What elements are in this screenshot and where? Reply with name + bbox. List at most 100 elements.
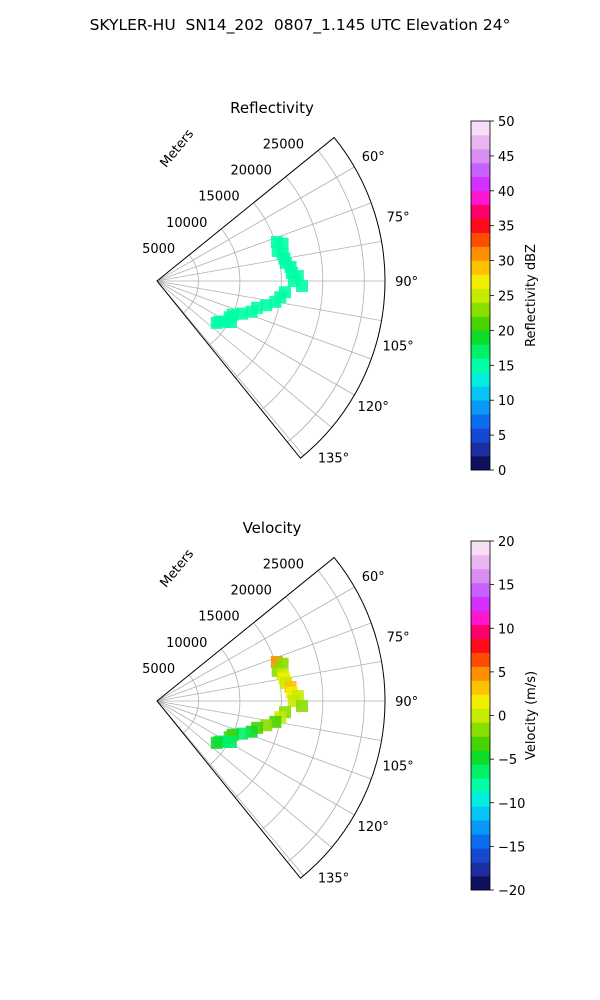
colorbar-segment (471, 736, 490, 751)
sector-outline (156, 556, 386, 879)
colorbar-segment (471, 764, 490, 779)
radial-tick-label: 5000 (142, 242, 175, 257)
colorbar-segment (471, 386, 490, 401)
data-cell (260, 719, 273, 732)
angular-grid-line (156, 280, 355, 396)
colorbar-segment (471, 400, 490, 415)
colorbar-segment (471, 708, 490, 723)
angular-grid-line (156, 700, 355, 816)
radial-grid-arc (287, 150, 365, 443)
colorbar-segment (471, 680, 490, 695)
colorbar-tick-label: −20 (498, 884, 525, 899)
radial-tick-label: 5000 (142, 662, 175, 677)
colorbar-tick-label: 5 (498, 429, 506, 444)
colorbar-tick-label: 15 (498, 579, 515, 594)
colorbar-segment (471, 568, 490, 584)
angle-tick-label: 135° (318, 872, 349, 887)
angular-grid-line (156, 280, 332, 428)
data-cell (236, 727, 249, 740)
colorbar-segment (471, 302, 490, 317)
radial-tick-label: 10000 (166, 216, 207, 231)
angle-tick-label: 105° (382, 760, 413, 775)
colorbar-segment (471, 694, 490, 709)
colorbar-tick-label: 45 (498, 150, 515, 165)
colorbar-segment (471, 232, 490, 247)
reflectivity-panel: Reflectivity 5000 10000 15000 20000 25000 Mete… (142, 99, 539, 479)
radial-tick-label: 20000 (231, 584, 272, 599)
colorbar-segment (471, 162, 490, 178)
colorbar-tick-label: 15 (498, 359, 515, 374)
radial-tick-label: 25000 (263, 138, 304, 153)
figure-title: SKYLER-HU SN14_202 0807_1.145 UTC Elevat… (89, 16, 511, 34)
colorbar-segment (471, 666, 490, 681)
data-cell (210, 316, 223, 329)
colorbar-segment (471, 624, 490, 640)
angle-tick-label: 75° (387, 210, 410, 225)
colorbar-tick-label: 35 (498, 220, 515, 235)
data-cell (245, 305, 258, 318)
colorbar-segment (471, 344, 490, 359)
colorbar-segment (471, 456, 490, 471)
colorbar-label: Velocity (m/s) (524, 671, 539, 760)
radial-grid-arc (261, 176, 324, 411)
colorbar-segment (471, 204, 490, 220)
colorbar-segment (471, 806, 490, 821)
radial-grid-arc (208, 648, 241, 766)
colorbar-segment (471, 190, 490, 206)
colorbar-segment (471, 134, 490, 150)
radial-axis-label: Meters (157, 547, 197, 591)
colorbar-segment (471, 260, 490, 275)
radial-grid-arc (182, 674, 199, 734)
colorbar-tick-label: 25 (498, 290, 515, 305)
radial-tick-label: 20000 (231, 164, 272, 179)
colorbar-segment (471, 372, 490, 387)
radial-grid-arc (235, 202, 282, 378)
colorbar-segment (471, 820, 490, 835)
colorbar-segment (471, 722, 490, 737)
colorbar-segment (471, 596, 490, 612)
data-cell (210, 736, 223, 749)
colorbar-segment (471, 792, 490, 807)
angular-grid-line (156, 280, 304, 456)
radial-grid-arc (235, 622, 282, 798)
angular-grid-line (156, 166, 355, 282)
panel-title: Reflectivity (230, 99, 314, 117)
colorbar-segment (471, 246, 490, 261)
angular-grid-line (156, 622, 372, 702)
angular-grid-line (156, 700, 332, 848)
colorbar-segment (471, 848, 490, 863)
angular-grid-line (156, 280, 372, 360)
colorbar-segment (471, 638, 490, 653)
angular-grid-line (156, 700, 372, 780)
colorbar-tick-label: 30 (498, 255, 515, 270)
colorbar-tick-label: 5 (498, 666, 506, 681)
colorbar-segment (471, 288, 490, 303)
colorbar-tick-label: 0 (498, 710, 506, 725)
colorbar-segment (471, 176, 490, 192)
angle-tick-label: 60° (362, 150, 385, 165)
radial-grid-arc (261, 596, 324, 831)
radial-tick-label: 15000 (198, 610, 239, 625)
radial-tick-label: 25000 (263, 558, 304, 573)
velocity-panel: Velocity 5000 10000 15000 20000 25000 Meters 60… (142, 519, 539, 899)
data-cell (236, 307, 249, 320)
colorbar-tick-label: 10 (498, 622, 515, 637)
colorbar-segment (471, 330, 490, 345)
colorbar-segment (471, 274, 490, 289)
angular-grid-line (156, 202, 372, 282)
data-cell (245, 725, 258, 738)
angle-tick-label: 60° (362, 570, 385, 585)
colorbar-segment (471, 541, 490, 556)
colorbar-label: Reflectivity dBZ (524, 244, 539, 347)
data-cell (296, 700, 309, 713)
colorbar-segment (471, 414, 490, 429)
angle-tick-label: 90° (395, 275, 418, 290)
panel-title: Velocity (243, 519, 302, 537)
colorbar-tick-label: 40 (498, 185, 515, 200)
sector-outline (156, 136, 386, 459)
colorbar-segment (471, 554, 490, 570)
data-cell (269, 295, 282, 308)
radial-grid-arc (208, 228, 241, 346)
colorbar-segment (471, 750, 490, 765)
